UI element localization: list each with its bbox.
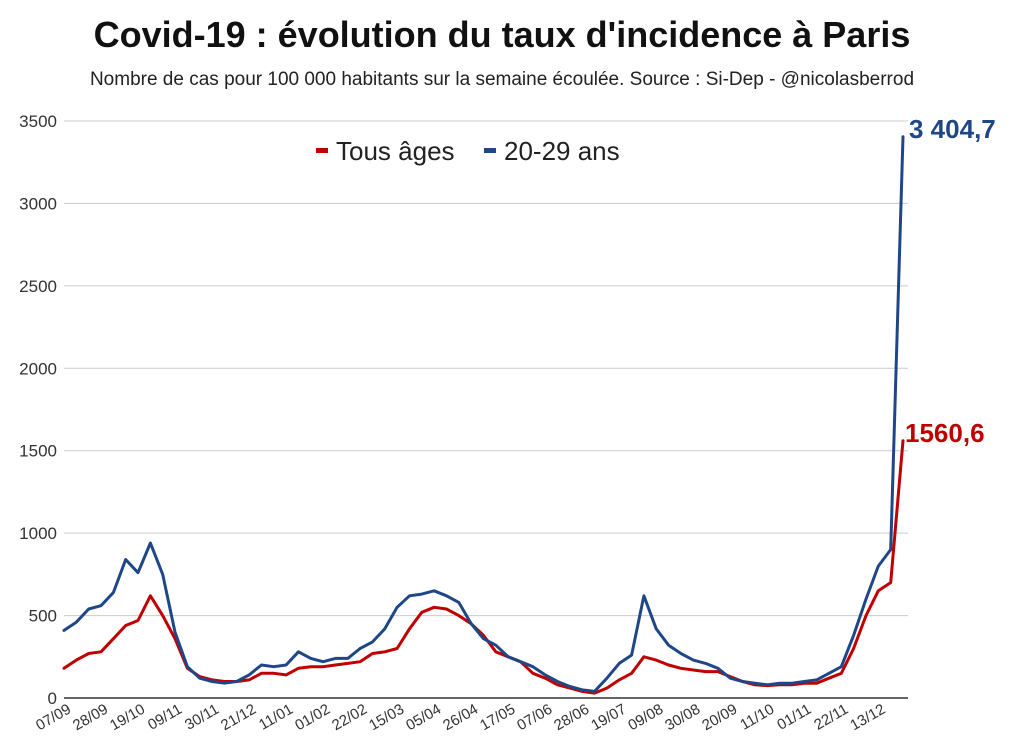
chart-title: Covid-19 : évolution du taux d'incidence… xyxy=(93,14,911,55)
x-tick-label: 30/08 xyxy=(662,701,703,734)
legend-swatch-tous-ages xyxy=(316,148,328,153)
x-tick-label: 09/11 xyxy=(145,701,185,734)
y-axis-ticks: 0 500 1000 1500 2000 2500 3000 3500 xyxy=(19,112,57,708)
x-tick-label: 17/05 xyxy=(477,701,518,734)
y-tick-label: 0 xyxy=(48,689,57,708)
end-value-labels: 3 404,7 1560,6 xyxy=(905,114,996,448)
y-tick-label: 3000 xyxy=(19,194,57,213)
x-tick-label: 21/12 xyxy=(218,701,259,734)
x-tick-label: 05/04 xyxy=(403,701,444,734)
y-tick-label: 3500 xyxy=(19,112,57,131)
x-tick-label: 09/08 xyxy=(625,701,666,734)
y-tick-label: 2500 xyxy=(19,277,57,296)
series-lines xyxy=(62,135,905,695)
x-tick-label: 11/10 xyxy=(737,701,777,734)
y-tick-label: 1000 xyxy=(19,524,57,543)
x-tick-label: 11/01 xyxy=(256,701,296,734)
legend-label-tous-ages: Tous âges xyxy=(336,136,455,166)
x-tick-label: 22/11 xyxy=(811,701,851,734)
x-tick-label: 20/09 xyxy=(699,701,740,734)
x-tick-label: 13/12 xyxy=(847,701,888,734)
chart-subtitle: Nombre de cas pour 100 000 habitants sur… xyxy=(89,69,915,90)
x-tick-label: 01/11 xyxy=(774,701,814,734)
series-line-20-29-ans xyxy=(62,135,905,693)
x-axis-ticks: 07/0928/0919/1009/1130/1121/1211/0101/02… xyxy=(33,701,888,734)
x-tick-label: 19/10 xyxy=(107,701,148,734)
x-tick-label: 01/02 xyxy=(292,701,333,734)
legend-swatch-20-29-ans xyxy=(484,148,496,153)
y-tick-label: 2000 xyxy=(19,359,57,378)
x-tick-label: 22/02 xyxy=(329,701,370,734)
x-tick-label: 28/09 xyxy=(70,701,111,734)
y-tick-label: 1500 xyxy=(19,442,57,461)
x-tick-label: 28/06 xyxy=(551,701,592,734)
y-tick-label: 500 xyxy=(29,607,57,626)
grid-lines xyxy=(64,120,908,617)
x-tick-label: 07/06 xyxy=(514,701,555,734)
series-line-tous-ages xyxy=(62,439,905,695)
x-tick-label: 30/11 xyxy=(182,701,222,734)
x-tick-label: 26/04 xyxy=(440,701,481,734)
x-tick-label: 15/03 xyxy=(366,701,407,734)
end-label-20-29-ans: 3 404,7 xyxy=(909,114,996,144)
end-label-tous-ages: 1560,6 xyxy=(905,418,985,448)
legend-label-20-29-ans: 20-29 ans xyxy=(504,136,620,166)
x-tick-label: 19/07 xyxy=(588,701,629,734)
legend: Tous âges 20-29 ans xyxy=(316,136,620,166)
